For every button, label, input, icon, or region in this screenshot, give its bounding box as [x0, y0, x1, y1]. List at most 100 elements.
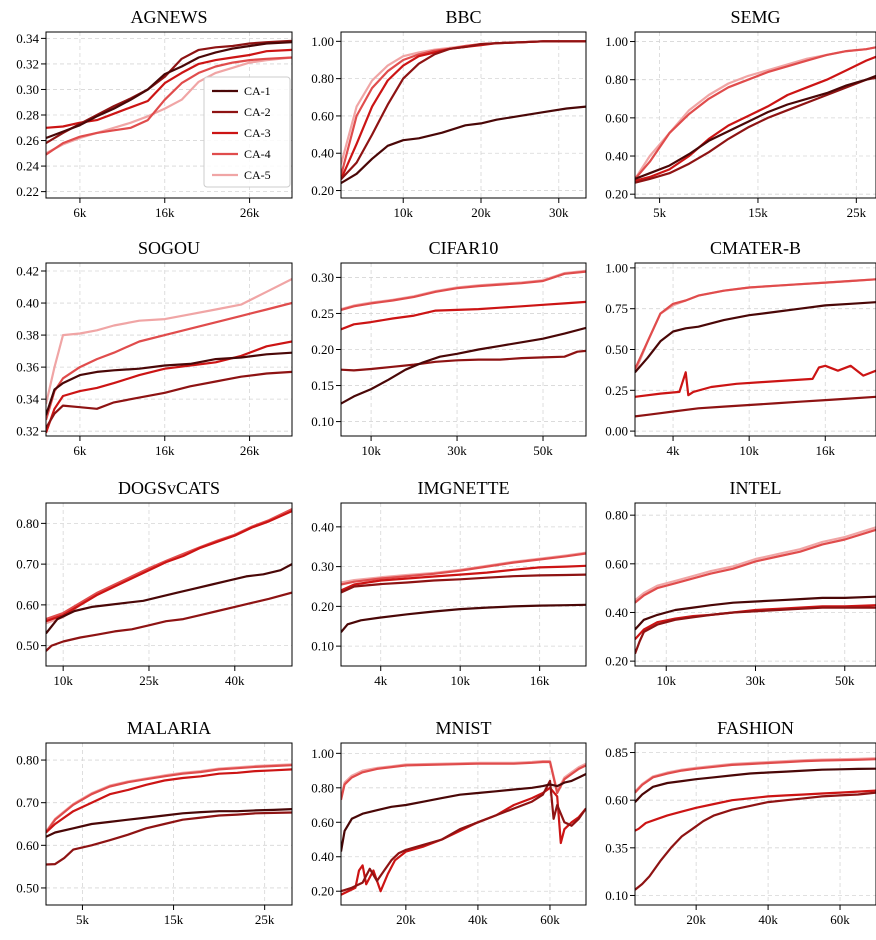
chart-malaria-ytick-label: 0.50 [16, 880, 39, 895]
chart-cmater-b-series-ca-4 [635, 278, 876, 370]
chart-fashion-xtick-label: 20k [686, 912, 706, 927]
chart-fashion-series-ca-1 [635, 767, 876, 803]
chart-agnews-ytick-label: 0.28 [16, 108, 39, 123]
chart-imgnette-series-ca-4 [341, 552, 586, 586]
chart-sogou-series-ca-2 [46, 370, 292, 429]
chart-intel-series-ca-5 [635, 526, 876, 602]
chart-cmater-b-ytick-label: 1.00 [605, 260, 628, 275]
chart-bbc-xtick-label: 20k [471, 205, 491, 220]
chart-cmater-b-xtick-label: 10k [739, 443, 759, 458]
legend-label-ca-5: CA-5 [244, 168, 271, 182]
chart-semg-ytick-label: 0.80 [605, 72, 628, 87]
chart-agnews-ytick-label: 0.24 [16, 159, 39, 174]
chart-cifar10-series-ca-1 [341, 326, 586, 405]
chart-intel-ytick-label: 0.60 [605, 556, 628, 571]
chart-semg-title: SEMG [730, 7, 780, 27]
chart-imgnette-ytick-label: 0.30 [311, 559, 334, 574]
chart-malaria-ytick-label: 0.70 [16, 795, 39, 810]
chart-intel-series-ca-1 [635, 595, 876, 631]
chart-imgnette-xtick-label: 10k [450, 673, 470, 688]
chart-malaria-xtick-label: 15k [164, 912, 184, 927]
chart-fashion-ytick-label: 0.10 [605, 888, 628, 903]
chart-imgnette-ytick-label: 0.10 [311, 639, 334, 654]
chart-mnist-panel: 20k 40k 60k 0.20 0.40 0.60 0.80 1.00 MNIST [311, 718, 587, 927]
chart-cifar10-xtick-label: 30k [447, 443, 467, 458]
chart-dogsvcats-xtick-label: 25k [139, 673, 159, 688]
chart-imgnette-ytick-label: 0.40 [311, 519, 334, 534]
chart-bbc-ytick-label: 1.00 [311, 34, 334, 49]
chart-fashion-axes-frame [634, 742, 876, 906]
chart-dogsvcats-panel: 10k 25k 40k 0.50 0.60 0.70 0.80 DOGSvCATS [16, 478, 293, 688]
chart-mnist-ytick-label: 0.40 [311, 849, 334, 864]
chart-mnist-series-ca-1 [341, 773, 586, 852]
chart-semg-axes-frame [634, 31, 876, 199]
chart-imgnette-xtick-label: 16k [530, 673, 550, 688]
chart-mnist-ytick-label: 0.80 [311, 780, 334, 795]
chart-sogou-panel: 6k 16k 26k 0.32 0.34 0.36 0.38 0.40 0.42 SOGOU [16, 238, 293, 458]
chart-fashion-title: FASHION [717, 718, 794, 738]
chart-intel-panel: 10k 30k 50k 0.20 0.40 0.60 0.80 INTEL [605, 478, 876, 688]
chart-malaria-series-ca-3 [46, 768, 292, 834]
chart-imgnette-panel: 4k 10k 16k 0.10 0.20 0.30 0.40 IMGNETTE [311, 478, 587, 688]
chart-sogou-ytick-label: 0.42 [16, 264, 39, 279]
chart-cifar10-series-ca-2 [341, 349, 586, 372]
chart-intel-ytick-label: 0.80 [605, 508, 628, 523]
chart-agnews-series-ca-2 [46, 39, 292, 145]
chart-cmater-b-panel: 4k 10k 16k 0.00 0.25 0.50 0.75 1.00 CMATER-B [605, 238, 876, 458]
chart-agnews-xtick-label: 26k [240, 205, 260, 220]
chart-fashion-xtick-label: 40k [758, 912, 778, 927]
chart-cifar10-series-ca-4 [341, 270, 586, 311]
chart-agnews-title: AGNEWS [131, 7, 208, 27]
chart-cmater-b-ytick-label: 0.00 [605, 424, 628, 439]
chart-semg-xtick-label: 25k [847, 205, 867, 220]
chart-mnist-ytick-label: 0.20 [311, 884, 334, 899]
chart-agnews-series-ca-1 [46, 41, 292, 140]
chart-semg-panel: 5k 15k 25k 0.20 0.40 0.60 0.80 1.00 SEMG [605, 7, 876, 220]
chart-agnews-ytick-label: 0.30 [16, 82, 39, 97]
chart-cmater-b-ytick-label: 0.50 [605, 342, 628, 357]
chart-sogou-title: SOGOU [138, 238, 200, 258]
chart-fashion-series-ca-2 [635, 791, 876, 891]
chart-dogsvcats-ytick-label: 0.80 [16, 516, 39, 531]
chart-sogou-xtick-label: 26k [240, 443, 260, 458]
chart-intel-series-ca-4 [635, 528, 876, 604]
chart-dogsvcats-title: DOGSvCATS [118, 478, 220, 498]
chart-mnist-ytick-label: 0.60 [311, 815, 334, 830]
chart-intel-ytick-label: 0.40 [605, 605, 628, 620]
chart-intel-series-ca-2 [635, 606, 876, 655]
chart-intel-xtick-label: 30k [746, 673, 766, 688]
chart-semg-ytick-label: 0.60 [605, 110, 628, 125]
chart-malaria-series-ca-2 [46, 811, 292, 866]
chart-mnist-xtick-label: 20k [396, 912, 416, 927]
chart-mnist-series-ca-4 [341, 760, 586, 801]
chart-mnist-xtick-label: 60k [540, 912, 560, 927]
chart-agnews-ytick-label: 0.32 [16, 56, 39, 71]
chart-cmater-b-xtick-label: 4k [667, 443, 681, 458]
chart-malaria-ytick-label: 0.80 [16, 753, 39, 768]
chart-sogou-ytick-label: 0.32 [16, 424, 39, 439]
chart-cifar10-ytick-label: 0.10 [311, 414, 334, 429]
chart-malaria-axes-frame [45, 742, 293, 906]
legend: CA-1 CA-2 CA-3 CA-4 CA-5 [203, 76, 291, 188]
chart-mnist-axes-frame [340, 742, 587, 906]
chart-bbc-ytick-label: 0.20 [311, 183, 334, 198]
chart-cmater-b-ytick-label: 0.75 [605, 301, 628, 316]
legend-label-ca-4: CA-4 [244, 147, 271, 161]
chart-bbc-series-ca-2 [341, 40, 586, 181]
chart-cifar10-ytick-label: 0.20 [311, 342, 334, 357]
chart-dogsvcats-xtick-label: 10k [53, 673, 73, 688]
chart-sogou-series-ca-5 [46, 278, 292, 405]
chart-agnews-panel: 6k 16k 26k 0.22 0.24 0.26 0.28 0.30 0.32 0.34 AGNE… [16, 7, 293, 220]
chart-cmater-b-series-ca-2 [635, 395, 876, 418]
chart-imgnette-title: IMGNETTE [418, 478, 510, 498]
chart-malaria-xtick-label: 25k [255, 912, 275, 927]
chart-dogsvcats-series-ca-3 [46, 510, 292, 623]
chart-sogou-ytick-label: 0.40 [16, 296, 39, 311]
chart-malaria-xtick-label: 5k [76, 912, 90, 927]
chart-dogsvcats-axes-frame [45, 502, 293, 667]
chart-cifar10-xtick-label: 50k [533, 443, 553, 458]
chart-fashion-ytick-label: 0.85 [605, 745, 628, 760]
chart-cmater-b-xtick-label: 16k [816, 443, 836, 458]
chart-sogou-ytick-label: 0.36 [16, 360, 39, 375]
legend-box [203, 76, 291, 188]
